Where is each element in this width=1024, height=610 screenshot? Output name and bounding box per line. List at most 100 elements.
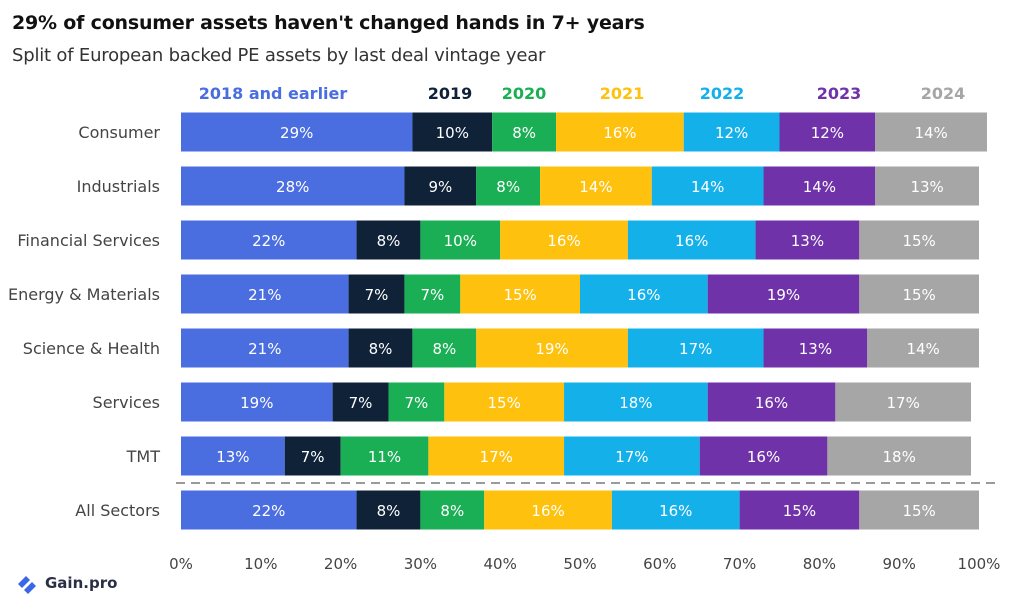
bar-segment — [181, 166, 405, 206]
bar-segment — [332, 382, 389, 422]
data-label: 13% — [791, 232, 824, 250]
legend-item: 2022 — [700, 84, 745, 103]
data-label: 17% — [887, 394, 920, 412]
data-label: 7% — [365, 286, 389, 304]
logo: Gain.pro — [14, 570, 117, 596]
bar-segment — [627, 220, 756, 260]
x-tick-label: 30% — [404, 555, 437, 573]
data-label: 19% — [535, 340, 568, 358]
data-label: 8% — [496, 178, 520, 196]
bar-segment — [284, 436, 341, 476]
legend-item: 2021 — [600, 84, 645, 103]
data-label: 10% — [436, 124, 469, 142]
bar-segment — [875, 166, 979, 206]
data-label: 17% — [615, 448, 648, 466]
data-label: 15% — [902, 502, 935, 520]
category-label: All Sectors — [75, 501, 160, 520]
bar-segment — [867, 328, 979, 368]
x-tick-label: 10% — [244, 555, 277, 573]
bar-segment — [699, 436, 828, 476]
bar-segment — [707, 382, 836, 422]
x-tick-label: 0% — [169, 555, 193, 573]
bar-segment — [859, 220, 979, 260]
logo-text: Gain.pro — [45, 574, 118, 592]
bar-segment — [181, 112, 413, 152]
data-label: 14% — [691, 178, 724, 196]
data-label: 29% — [280, 124, 313, 142]
category-label: TMT — [126, 447, 161, 466]
bar-segment — [739, 490, 860, 530]
bar-segment — [388, 382, 445, 422]
bar-segment — [412, 328, 477, 368]
data-label: 15% — [503, 286, 536, 304]
bar-segment — [404, 166, 477, 206]
bar-segment — [420, 220, 501, 260]
data-label: 21% — [248, 286, 281, 304]
category-label: Services — [93, 393, 160, 412]
bar-segment — [556, 112, 684, 152]
legend-item: 2020 — [502, 84, 547, 103]
data-label: 7% — [420, 286, 444, 304]
data-label: 7% — [301, 448, 325, 466]
data-label: 16% — [755, 394, 788, 412]
data-label: 19% — [240, 394, 273, 412]
bar-segment — [492, 112, 557, 152]
legend-item: 2024 — [921, 84, 966, 103]
data-label: 16% — [747, 448, 780, 466]
chart-title: 29% of consumer assets haven't changed h… — [12, 12, 645, 34]
bar-segment — [835, 382, 972, 422]
data-label: 8% — [377, 502, 401, 520]
data-label: 16% — [675, 232, 708, 250]
bar-segment — [181, 382, 333, 422]
bar-segment — [683, 112, 780, 152]
bar-segment — [181, 220, 357, 260]
bar-segment — [779, 112, 876, 152]
bar-segment — [348, 274, 405, 314]
data-label: 18% — [883, 448, 916, 466]
data-label: 16% — [547, 232, 580, 250]
bar-segment — [707, 274, 860, 314]
x-tick-label: 90% — [883, 555, 916, 573]
bar-segment — [755, 220, 860, 260]
chart-subtitle: Split of European backed PE assets by la… — [12, 45, 546, 66]
bar-segment — [181, 274, 349, 314]
bar-segment — [460, 274, 580, 314]
data-label: 12% — [811, 124, 844, 142]
category-label: Financial Services — [17, 231, 160, 250]
data-label: 16% — [531, 502, 564, 520]
data-label: 10% — [444, 232, 477, 250]
data-label: 14% — [914, 124, 947, 142]
data-label: 16% — [659, 502, 692, 520]
data-label: 7% — [405, 394, 429, 412]
x-tick-label: 50% — [563, 555, 596, 573]
bar-segment — [181, 328, 349, 368]
data-label: 28% — [276, 178, 309, 196]
data-label: 15% — [488, 394, 521, 412]
legend-item: 2023 — [817, 84, 862, 103]
bar-segment — [827, 436, 972, 476]
x-tick-label: 80% — [803, 555, 836, 573]
bar-segment — [428, 436, 565, 476]
category-label: Industrials — [77, 177, 160, 196]
bar-segment — [627, 328, 764, 368]
data-label: 13% — [799, 340, 832, 358]
data-label: 18% — [619, 394, 652, 412]
bar-segment — [484, 490, 612, 530]
x-tick-label: 20% — [324, 555, 357, 573]
data-label: 16% — [603, 124, 636, 142]
data-label: 12% — [715, 124, 748, 142]
category-label: Consumer — [78, 123, 160, 142]
bar-segment — [181, 436, 285, 476]
bar-segment — [859, 490, 979, 530]
bar-segment — [356, 220, 421, 260]
data-label: 15% — [783, 502, 816, 520]
bar-segment — [476, 328, 628, 368]
x-tick-label: 40% — [484, 555, 517, 573]
data-label: 11% — [368, 448, 401, 466]
bar-segment — [763, 328, 868, 368]
data-label: 7% — [349, 394, 373, 412]
bar-segment — [444, 382, 565, 422]
data-label: 19% — [767, 286, 800, 304]
data-label: 8% — [432, 340, 456, 358]
